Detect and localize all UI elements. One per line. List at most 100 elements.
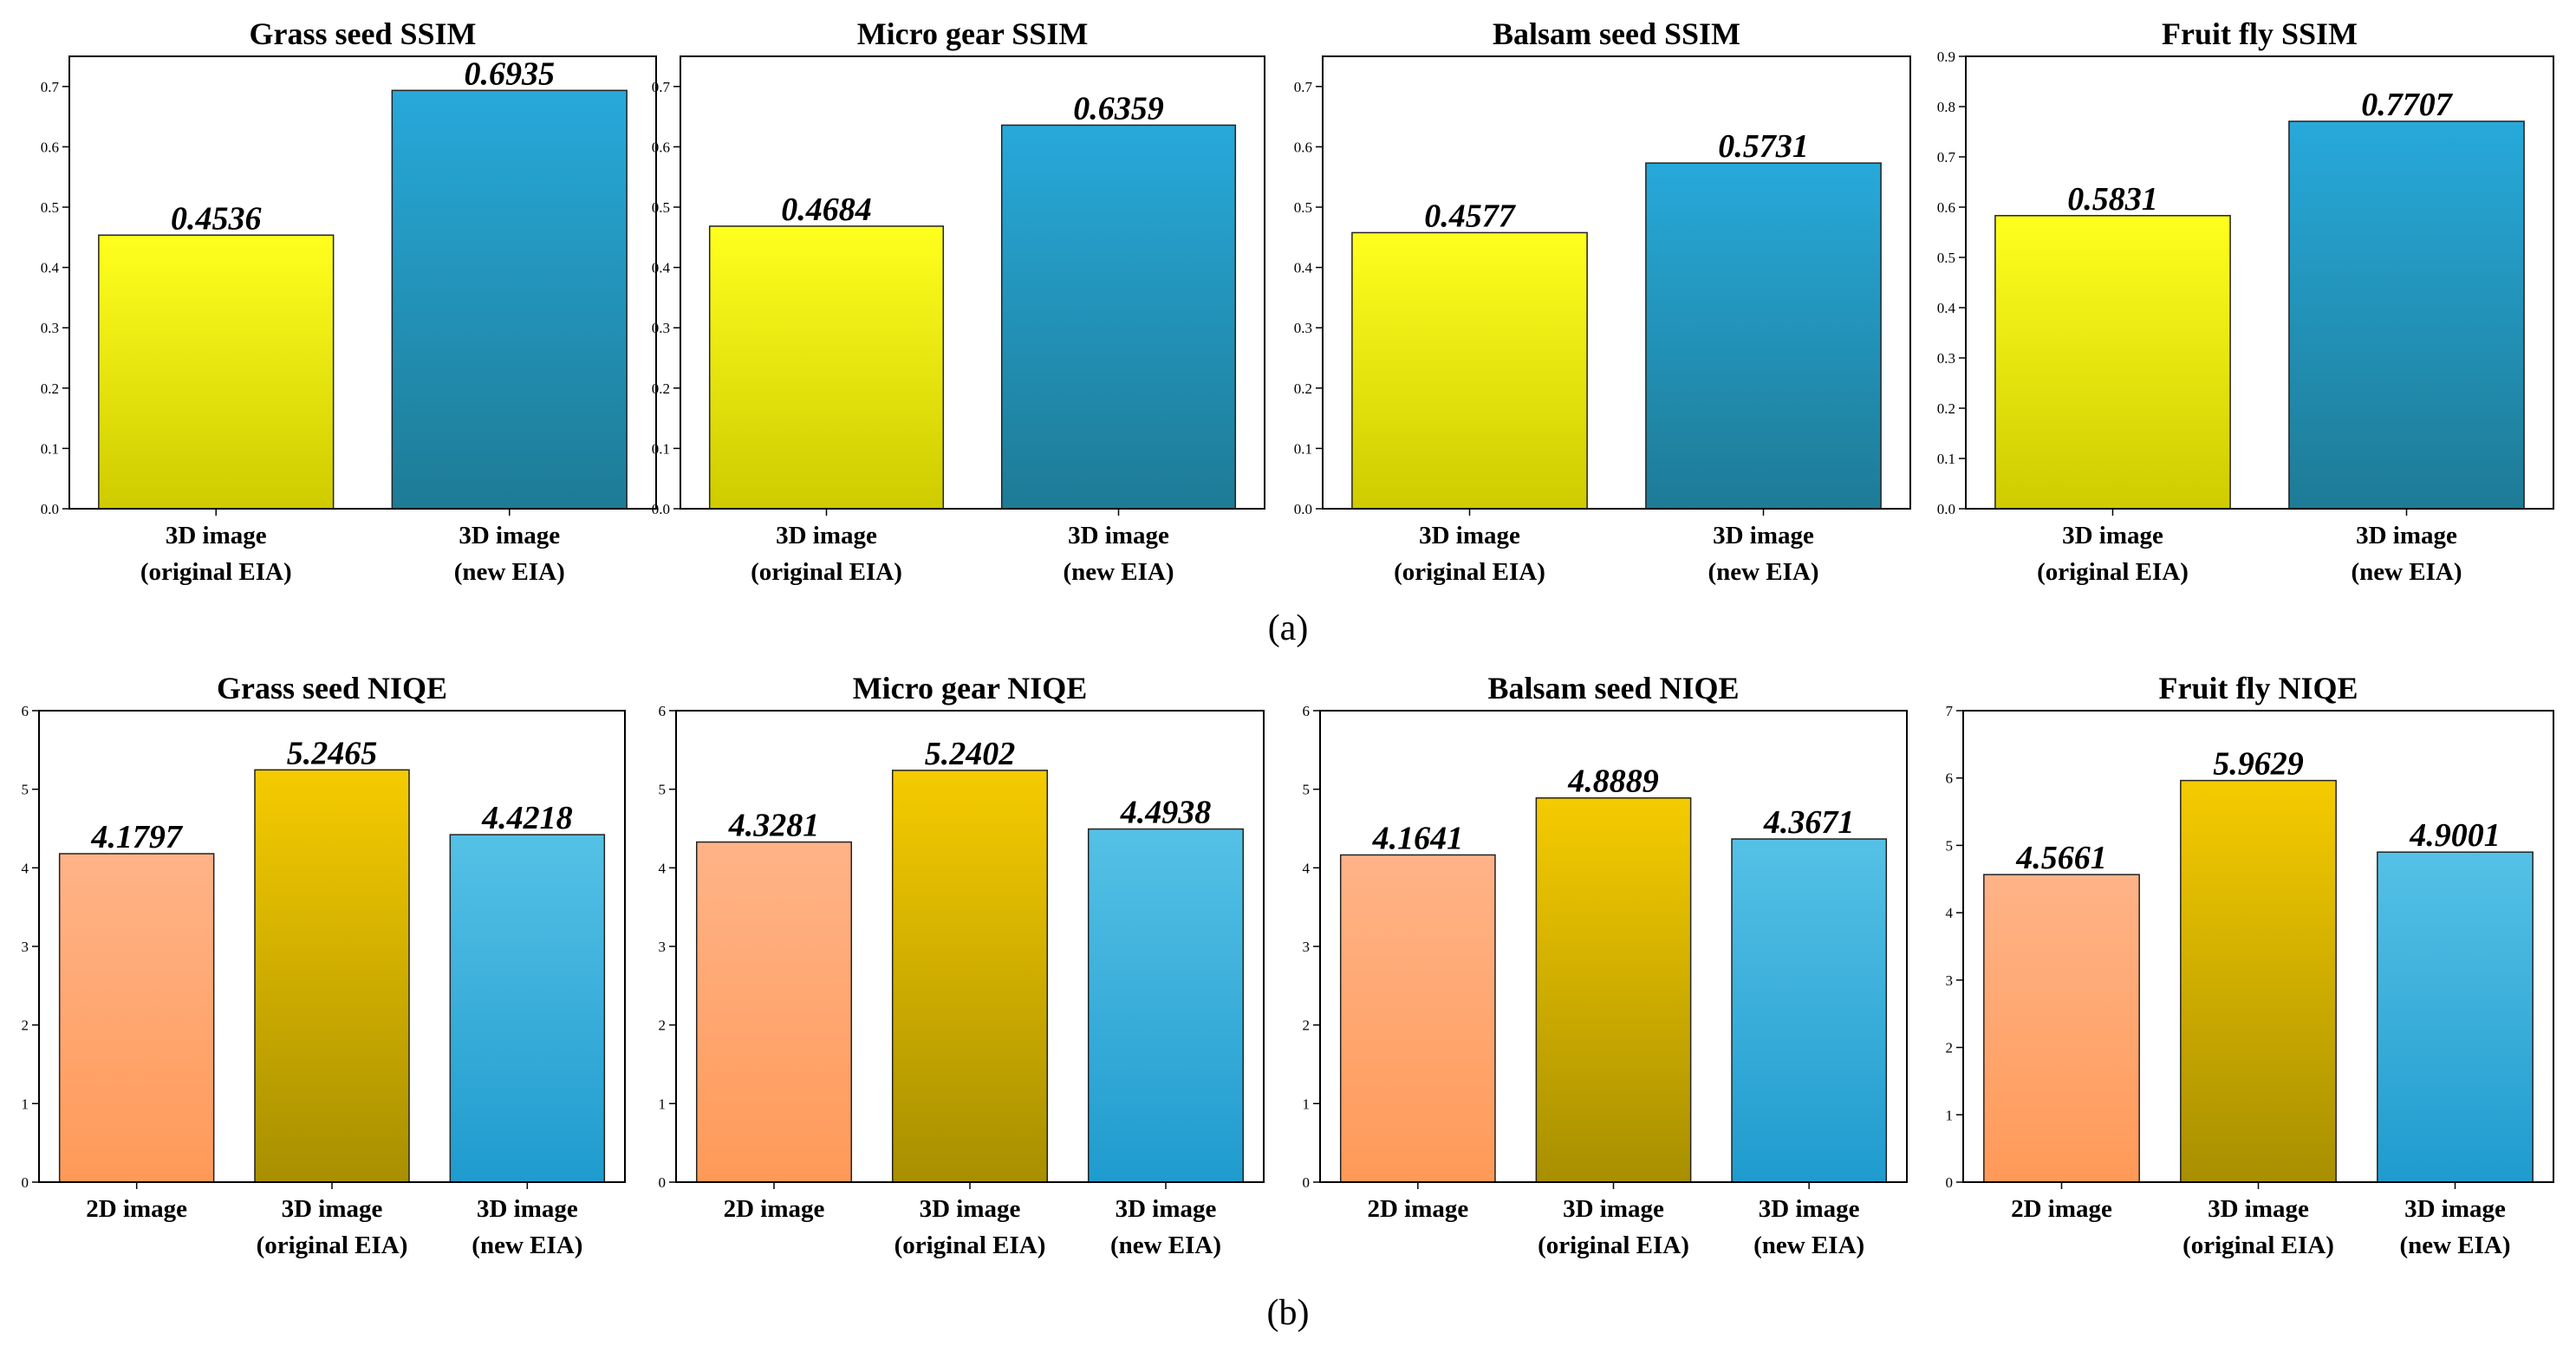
data-label: 4.1797 bbox=[90, 819, 184, 855]
y-tick-label: 3 bbox=[1303, 939, 1311, 955]
y-tick-label: 0 bbox=[22, 1174, 29, 1191]
y-tick-label: 3 bbox=[659, 939, 667, 955]
bar bbox=[391, 89, 628, 510]
data-label: 0.6359 bbox=[1073, 90, 1164, 127]
y-tick-label: 0.3 bbox=[1294, 320, 1312, 336]
category-label: (original EIA) bbox=[257, 1232, 408, 1259]
y-tick-label: 0.4 bbox=[1294, 260, 1313, 276]
y-tick-label: 4 bbox=[1303, 860, 1311, 876]
bar bbox=[891, 770, 1049, 1183]
y-tick-label: 5 bbox=[22, 782, 29, 798]
data-label: 0.4684 bbox=[781, 192, 872, 228]
bar bbox=[1983, 874, 2140, 1183]
y-tick-label: 0.3 bbox=[652, 320, 670, 336]
y-tick-label: 0.0 bbox=[652, 501, 670, 517]
bar bbox=[1645, 162, 1882, 510]
caption-b: (b) bbox=[1267, 1293, 1310, 1333]
category-label: 3D image bbox=[459, 522, 560, 549]
category-label: 3D image bbox=[1419, 522, 1520, 549]
category-label: 3D image bbox=[282, 1195, 383, 1223]
y-tick-label: 6 bbox=[659, 703, 667, 719]
y-tick-label: 0.1 bbox=[1937, 451, 1955, 467]
y-tick-label: 0.4 bbox=[1937, 300, 1956, 316]
y-tick-label: 2 bbox=[22, 1017, 29, 1034]
bar bbox=[1731, 838, 1888, 1183]
y-tick-label: 0.9 bbox=[1937, 49, 1955, 65]
plot-frame bbox=[68, 55, 657, 510]
bar bbox=[2180, 779, 2337, 1183]
y-tick-label: 2 bbox=[659, 1017, 667, 1034]
category-label: 3D image bbox=[776, 522, 877, 549]
chart-title: Grass seed SSIM bbox=[249, 16, 476, 51]
plot-frame bbox=[1965, 55, 2554, 510]
y-tick-label: 0.5 bbox=[1937, 250, 1955, 266]
y-tick-label: 0.0 bbox=[1294, 501, 1312, 517]
chart-panel-2: Micro gear SSIM 0.4684 3D image (original E… bbox=[652, 16, 1265, 586]
chart-panel-8: Fruit fly NIQE 4.5661 2D image 5.9629 3D ima… bbox=[1946, 671, 2554, 1259]
category-label: (original EIA) bbox=[1394, 558, 1545, 586]
y-tick-label: 0.6 bbox=[1294, 139, 1312, 155]
data-label: 5.9629 bbox=[2213, 746, 2304, 783]
category-label: (original EIA) bbox=[894, 1232, 1046, 1259]
y-tick-label: 0.2 bbox=[1294, 380, 1312, 397]
bar bbox=[1535, 796, 1692, 1183]
y-tick-label: 5 bbox=[659, 782, 667, 798]
y-tick-label: 5 bbox=[1946, 837, 1954, 854]
category-label: 3D image bbox=[2404, 1195, 2506, 1223]
category-label: 2D image bbox=[86, 1195, 187, 1223]
y-tick-label: 1 bbox=[1303, 1095, 1311, 1112]
chart-panel-5: Grass seed NIQE 4.1797 2D image 5.2465 3D im… bbox=[22, 671, 626, 1259]
y-tick-label: 6 bbox=[1303, 703, 1311, 719]
y-tick-label: 0.7 bbox=[1294, 79, 1313, 95]
y-tick-label: 0.6 bbox=[1937, 199, 1955, 216]
chart-title: Balsam seed NIQE bbox=[1487, 671, 1739, 705]
bar bbox=[2288, 120, 2525, 510]
y-tick-label: 0.5 bbox=[1294, 199, 1312, 216]
y-tick-label: 6 bbox=[1946, 770, 1954, 787]
y-tick-label: 0.2 bbox=[652, 380, 670, 397]
y-tick-label: 0.7 bbox=[41, 79, 60, 95]
y-tick-label: 0.6 bbox=[652, 139, 670, 155]
y-tick-label: 1 bbox=[1946, 1107, 1954, 1123]
bar bbox=[1994, 215, 2231, 510]
data-label: 4.8889 bbox=[1567, 764, 1659, 800]
y-tick-label: 0.1 bbox=[1294, 440, 1312, 457]
category-label: (new EIA) bbox=[1063, 558, 1174, 586]
bar bbox=[1339, 854, 1496, 1183]
data-label: 0.4577 bbox=[1424, 198, 1517, 234]
y-tick-label: 0.4 bbox=[41, 260, 60, 276]
y-tick-label: 0 bbox=[659, 1174, 667, 1191]
data-label: 0.4536 bbox=[171, 200, 262, 237]
y-tick-label: 0 bbox=[1303, 1174, 1311, 1191]
chart-title: Micro gear SSIM bbox=[857, 16, 1089, 51]
category-label: 3D image bbox=[920, 1195, 1021, 1223]
y-tick-label: 0.5 bbox=[652, 199, 670, 216]
category-label: 3D image bbox=[1759, 1195, 1860, 1223]
y-tick-label: 2 bbox=[1946, 1040, 1954, 1056]
bar bbox=[98, 234, 335, 510]
category-label: (new EIA) bbox=[472, 1232, 582, 1259]
plot-frame bbox=[1322, 55, 1911, 510]
plot-frame bbox=[38, 710, 626, 1183]
plot-frame bbox=[680, 55, 1265, 510]
y-tick-label: 0.6 bbox=[41, 139, 59, 155]
y-tick-label: 0.4 bbox=[652, 260, 671, 276]
y-tick-label: 0.0 bbox=[1937, 501, 1955, 517]
chart-title: Balsam seed SSIM bbox=[1493, 16, 1740, 51]
chart-panel-6: Micro gear NIQE 4.3281 2D image 5.2402 3D im… bbox=[659, 671, 1265, 1259]
chart-title: Grass seed NIQE bbox=[217, 671, 447, 705]
chart-title: Micro gear NIQE bbox=[853, 671, 1088, 705]
data-label: 0.5831 bbox=[2067, 181, 2158, 218]
data-label: 4.5661 bbox=[2015, 840, 2107, 876]
category-label: 3D image bbox=[2062, 522, 2163, 549]
y-tick-label: 0.2 bbox=[1937, 400, 1955, 417]
y-tick-label: 0.5 bbox=[41, 199, 59, 216]
y-tick-label: 2 bbox=[1303, 1017, 1311, 1034]
y-tick-label: 0.7 bbox=[652, 79, 671, 95]
category-label: 3D image bbox=[1116, 1195, 1217, 1223]
plot-frame bbox=[675, 710, 1265, 1183]
category-label: (new EIA) bbox=[2351, 558, 2462, 586]
category-label: 3D image bbox=[1563, 1195, 1664, 1223]
y-tick-label: 7 bbox=[1946, 703, 1954, 719]
category-label: (original EIA) bbox=[751, 558, 902, 586]
